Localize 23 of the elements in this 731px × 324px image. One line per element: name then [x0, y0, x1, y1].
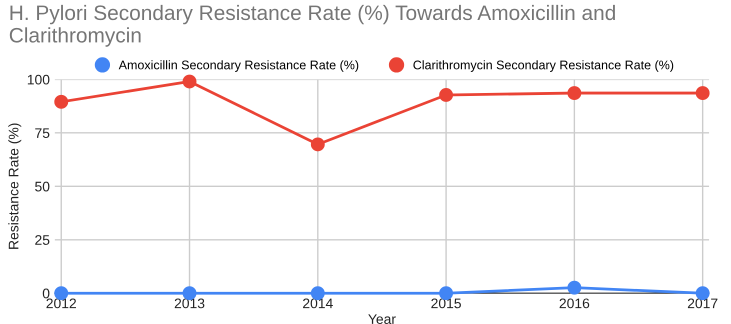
x-tick-label: 2017	[688, 298, 718, 308]
point	[567, 86, 582, 100]
point	[439, 88, 454, 102]
point	[182, 74, 196, 88]
x-tick-label: 2014	[303, 298, 333, 308]
chart-title: H. Pylori Secondary Resistance Rate (%) Towards Amoxicillin and Clarithromycin	[10, 4, 615, 47]
x-tick-label: 2012	[46, 298, 76, 308]
y-tick-label: 75	[35, 128, 50, 138]
y-tick-label: 50	[35, 182, 50, 192]
point	[310, 137, 325, 152]
x-tick-label: 2016	[560, 298, 590, 308]
y-axis-title: Resistance Rate (%)	[8, 123, 22, 249]
legend-label: Clarithromycin Secondary Resistance Rate (%)	[413, 60, 674, 72]
y-tick-label: 0	[42, 288, 50, 298]
y-tick-label: 25	[35, 235, 50, 245]
x-axis-title: Year	[368, 314, 396, 324]
point	[696, 86, 710, 100]
x-tick-label: 2015	[431, 298, 461, 308]
point	[54, 94, 68, 109]
legend-label: Amoxicillin Secondary Resistance Rate (%)	[118, 60, 358, 72]
x-tick-label: 2013	[174, 298, 204, 308]
y-tick-label: 100	[28, 74, 50, 85]
point	[567, 280, 582, 295]
